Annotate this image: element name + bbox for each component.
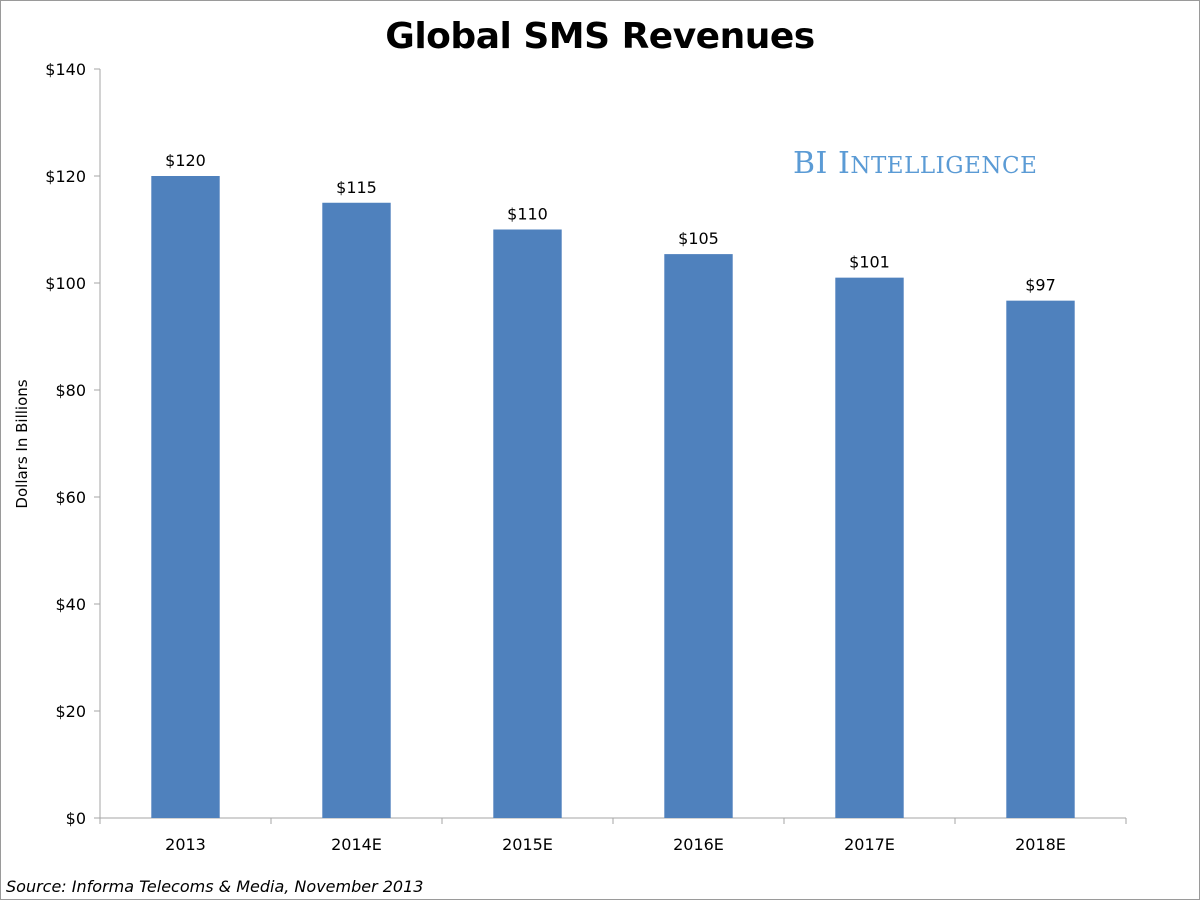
y-tick-label: $120: [45, 167, 86, 186]
bars: [151, 176, 1075, 819]
y-tick-label: $0: [66, 809, 86, 828]
bar-2015E: [493, 229, 562, 818]
logo-bi: BI: [793, 146, 828, 181]
x-tick-label: 2013: [165, 835, 206, 854]
bar-2018E: [1006, 300, 1075, 818]
y-tick-label: $80: [55, 381, 86, 400]
y-tick-label: $20: [55, 702, 86, 721]
data-label: $105: [678, 229, 719, 248]
x-tick-label: 2018E: [1015, 835, 1066, 854]
bi-intelligence-logo: BI INTELLIGENCE: [793, 146, 1037, 181]
axes: $0 $20 $40 $60 $80 $100 $120 $140 2013 2014E 2015E…: [45, 60, 1127, 854]
logo-intelligence-initial: I: [837, 146, 851, 181]
bar-2017E: [835, 277, 904, 818]
data-label: $115: [336, 178, 377, 197]
y-tick-label: $140: [45, 60, 86, 79]
data-label: $101: [849, 253, 890, 272]
chart-title: Global SMS Revenues: [385, 16, 815, 57]
x-tick-label: 2014E: [331, 835, 382, 854]
y-axis-label: Dollars In Billions: [13, 379, 31, 508]
x-tick-label: 2017E: [844, 835, 895, 854]
data-label: $120: [165, 151, 206, 170]
data-labels: $120 $115 $110 $105 $101 $97: [165, 151, 1056, 295]
source-note: Source: Informa Telecoms & Media, Novemb…: [6, 877, 424, 896]
data-label: $110: [507, 205, 548, 224]
x-tick-label: 2016E: [673, 835, 724, 854]
y-tick-label: $40: [55, 595, 86, 614]
y-tick-label: $100: [45, 274, 86, 293]
bar-2014E: [322, 202, 391, 818]
data-label: $97: [1025, 276, 1056, 295]
x-tick-label: 2015E: [502, 835, 553, 854]
bar-2013: [151, 176, 220, 818]
logo-intelligence-rest: NTELLIGENCE: [850, 153, 1038, 179]
y-tick-label: $60: [55, 488, 86, 507]
bar-2016E: [664, 254, 733, 819]
